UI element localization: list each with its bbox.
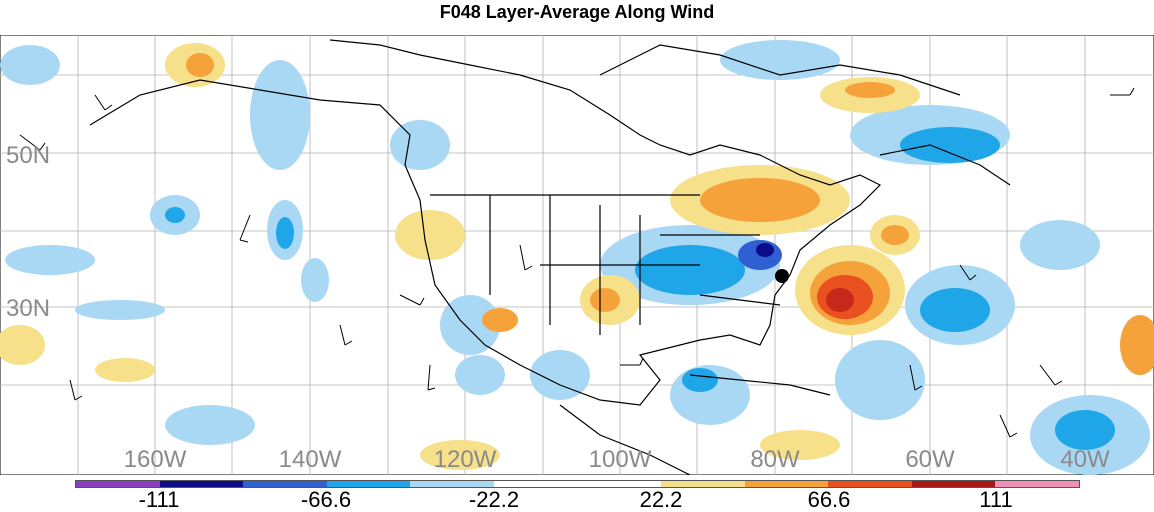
colorbar-segment [995,481,1079,487]
colorbar-label-111: 111 [979,487,1013,512]
lon-label-120w: 120W [433,446,497,473]
lon-label-100w: 100W [588,446,652,473]
lat-label-30n: 30N [6,295,51,322]
colorbar-label-neg66-6: -66.6 [300,487,352,512]
colorbar-segment [326,481,411,487]
storm-center-marker [775,269,789,283]
colorbar-segment [76,481,160,487]
lon-label-140w: 140W [278,446,342,473]
colorbar-label-66-6: 66.6 [807,487,851,512]
lon-label-40w: 40W [1060,446,1110,473]
colorbar-segment [493,481,578,487]
colorbar-label-neg111: -111 [138,487,180,512]
lon-label-160w: 160W [123,446,187,473]
colorbar-segment [744,481,829,487]
colorbar-segment [243,481,327,487]
colorbar-label-22-2: 22.2 [639,487,683,512]
map-title: F048 Layer-Average Along Wind [439,2,715,22]
along-wind-map [0,35,1154,475]
wind-barbs [19,87,1135,438]
colorbar-segment [828,481,912,487]
colorbar-segment [159,481,244,487]
colorbar [75,480,1080,488]
colorbar-segment [577,481,662,487]
coastlines [89,39,1011,475]
colorbar-segment [410,481,494,487]
colorbar-segment [911,481,996,487]
colorbar-label-neg22-2: -22.2 [468,487,520,512]
colorbar-segment [661,481,745,487]
lat-label-50n: 50N [6,142,51,169]
lon-label-80w: 80W [750,446,800,473]
map-frame [0,35,1154,475]
positive-anomaly-fields [0,43,1154,470]
lon-label-60w: 60W [905,446,955,473]
